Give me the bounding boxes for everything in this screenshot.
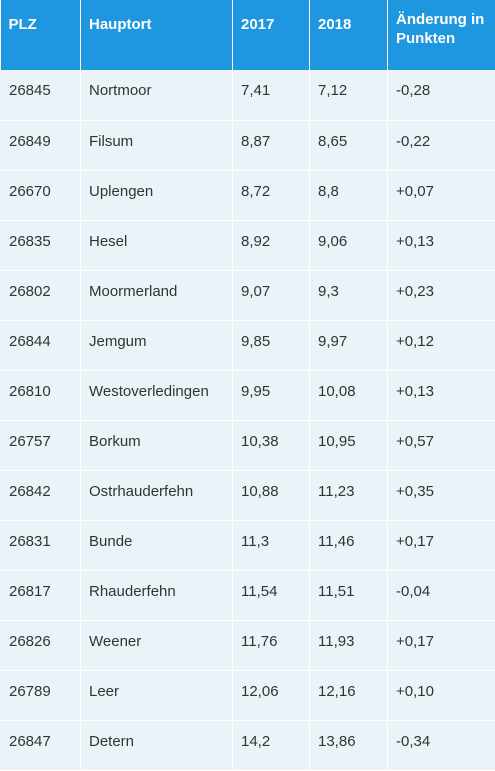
cell-2017: 10,88 bbox=[232, 470, 310, 521]
cell-2017: 10,38 bbox=[232, 420, 310, 471]
cell-aenderung: +0,17 bbox=[387, 520, 495, 571]
cell-2017: 9,95 bbox=[232, 370, 310, 421]
cell-hauptort: Uplengen bbox=[80, 170, 233, 221]
cell-aenderung: +0,10 bbox=[387, 670, 495, 721]
header-2017: 2017 bbox=[232, 0, 310, 70]
cell-hauptort: Jemgum bbox=[80, 320, 233, 371]
cell-2018: 9,3 bbox=[309, 270, 388, 321]
cell-2018: 11,46 bbox=[309, 520, 388, 571]
cell-2017: 11,54 bbox=[232, 570, 310, 621]
cell-2018: 10,95 bbox=[309, 420, 388, 471]
table-body: 26845 Nortmoor 7,41 7,12 -0,28 26849 Filsum 8,8… bbox=[0, 70, 495, 771]
table-row: 26802 Moormerland 9,07 9,3 +0,23 bbox=[0, 270, 495, 321]
table-row: 26845 Nortmoor 7,41 7,12 -0,28 bbox=[0, 70, 495, 121]
cell-hauptort: Hesel bbox=[80, 220, 233, 271]
header-plz: PLZ bbox=[0, 0, 81, 70]
cell-2018: 9,97 bbox=[309, 320, 388, 371]
table-row: 26757 Borkum 10,38 10,95 +0,57 bbox=[0, 420, 495, 471]
cell-aenderung: -0,22 bbox=[387, 120, 495, 171]
table-row: 26670 Uplengen 8,72 8,8 +0,07 bbox=[0, 170, 495, 221]
cell-plz: 26844 bbox=[0, 320, 81, 371]
cell-2018: 11,51 bbox=[309, 570, 388, 621]
cell-2017: 9,07 bbox=[232, 270, 310, 321]
cell-2018: 12,16 bbox=[309, 670, 388, 721]
cell-aenderung: +0,13 bbox=[387, 220, 495, 271]
cell-plz: 26810 bbox=[0, 370, 81, 421]
cell-aenderung: +0,12 bbox=[387, 320, 495, 371]
cell-2017: 9,85 bbox=[232, 320, 310, 371]
cell-plz: 26757 bbox=[0, 420, 81, 471]
cell-plz: 26847 bbox=[0, 720, 81, 771]
table-row: 26826 Weener 11,76 11,93 +0,17 bbox=[0, 620, 495, 671]
table-row: 26789 Leer 12,06 12,16 +0,10 bbox=[0, 670, 495, 721]
cell-hauptort: Nortmoor bbox=[80, 70, 233, 121]
table-row: 26849 Filsum 8,87 8,65 -0,22 bbox=[0, 120, 495, 171]
cell-hauptort: Rhauderfehn bbox=[80, 570, 233, 621]
cell-2018: 8,65 bbox=[309, 120, 388, 171]
cell-plz: 26802 bbox=[0, 270, 81, 321]
cell-aenderung: +0,35 bbox=[387, 470, 495, 521]
table-row: 26810 Westoverledingen 9,95 10,08 +0,13 bbox=[0, 370, 495, 421]
cell-aenderung: -0,28 bbox=[387, 70, 495, 121]
cell-2018: 10,08 bbox=[309, 370, 388, 421]
cell-aenderung: +0,23 bbox=[387, 270, 495, 321]
cell-2017: 11,76 bbox=[232, 620, 310, 671]
cell-hauptort: Borkum bbox=[80, 420, 233, 471]
table-row: 26817 Rhauderfehn 11,54 11,51 -0,04 bbox=[0, 570, 495, 621]
header-row: PLZ Hauptort 2017 2018 Änderung in Punkt… bbox=[0, 0, 495, 70]
table-row: 26847 Detern 14,2 13,86 -0,34 bbox=[0, 720, 495, 771]
cell-plz: 26670 bbox=[0, 170, 81, 221]
table-row: 26835 Hesel 8,92 9,06 +0,13 bbox=[0, 220, 495, 271]
table-row: 26831 Bunde 11,3 11,46 +0,17 bbox=[0, 520, 495, 571]
cell-aenderung: +0,07 bbox=[387, 170, 495, 221]
cell-hauptort: Westoverledingen bbox=[80, 370, 233, 421]
header-2018: 2018 bbox=[309, 0, 388, 70]
cell-plz: 26842 bbox=[0, 470, 81, 521]
cell-plz: 26831 bbox=[0, 520, 81, 571]
cell-hauptort: Detern bbox=[80, 720, 233, 771]
cell-2018: 8,8 bbox=[309, 170, 388, 221]
cell-plz: 26849 bbox=[0, 120, 81, 171]
header-hauptort: Hauptort bbox=[80, 0, 233, 70]
cell-2017: 8,87 bbox=[232, 120, 310, 171]
cell-2018: 11,93 bbox=[309, 620, 388, 671]
cell-aenderung: -0,04 bbox=[387, 570, 495, 621]
cell-hauptort: Bunde bbox=[80, 520, 233, 571]
cell-2018: 11,23 bbox=[309, 470, 388, 521]
cell-2017: 12,06 bbox=[232, 670, 310, 721]
cell-2017: 8,92 bbox=[232, 220, 310, 271]
table-row: 26842 Ostrhauderfehn 10,88 11,23 +0,35 bbox=[0, 470, 495, 521]
cell-plz: 26845 bbox=[0, 70, 81, 121]
cell-hauptort: Moormerland bbox=[80, 270, 233, 321]
cell-plz: 26789 bbox=[0, 670, 81, 721]
table-header: PLZ Hauptort 2017 2018 Änderung in Punkt… bbox=[0, 0, 495, 70]
cell-plz: 26826 bbox=[0, 620, 81, 671]
cell-2017: 7,41 bbox=[232, 70, 310, 121]
cell-aenderung: +0,13 bbox=[387, 370, 495, 421]
cell-2017: 8,72 bbox=[232, 170, 310, 221]
cell-aenderung: +0,17 bbox=[387, 620, 495, 671]
cell-aenderung: +0,57 bbox=[387, 420, 495, 471]
cell-2018: 7,12 bbox=[309, 70, 388, 121]
cell-plz: 26817 bbox=[0, 570, 81, 621]
cell-hauptort: Weener bbox=[80, 620, 233, 671]
cell-2017: 11,3 bbox=[232, 520, 310, 571]
header-aenderung: Änderung in Punkten bbox=[387, 0, 495, 70]
cell-hauptort: Filsum bbox=[80, 120, 233, 171]
cell-aenderung: -0,34 bbox=[387, 720, 495, 771]
cell-2018: 9,06 bbox=[309, 220, 388, 271]
cell-hauptort: Leer bbox=[80, 670, 233, 721]
cell-plz: 26835 bbox=[0, 220, 81, 271]
cell-2017: 14,2 bbox=[232, 720, 310, 771]
cell-2018: 13,86 bbox=[309, 720, 388, 771]
cell-hauptort: Ostrhauderfehn bbox=[80, 470, 233, 521]
table-row: 26844 Jemgum 9,85 9,97 +0,12 bbox=[0, 320, 495, 371]
